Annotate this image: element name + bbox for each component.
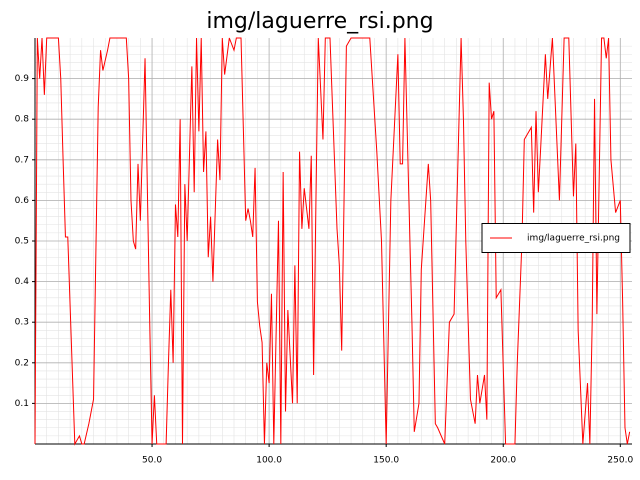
data-line [34,37,631,446]
x-tick-label: 200.0 [490,456,516,466]
y-tick-label: 0.4 [15,277,30,287]
legend: img/laguerre_rsi.png [481,223,631,253]
chart-title: img/laguerre_rsi.png [206,9,433,34]
x-tick-label: 150.0 [373,456,399,466]
x-tick-label: 250.0 [607,456,633,466]
y-tick-label: 0.6 [15,196,30,206]
y-tick-label: 0.8 [15,115,30,125]
y-tick-label: 0.9 [15,74,30,84]
x-tick-label: 50.0 [142,456,162,466]
y-tick-label: 0.5 [15,237,29,247]
y-tick-label: 0.7 [15,155,29,165]
x-tick-label: 100.0 [256,456,282,466]
y-tick-label: 0.2 [15,358,29,368]
y-tick-label: 0.1 [15,399,29,409]
y-tick-label: 0.3 [15,318,29,328]
legend-label: img/laguerre_rsi.png [527,234,620,244]
